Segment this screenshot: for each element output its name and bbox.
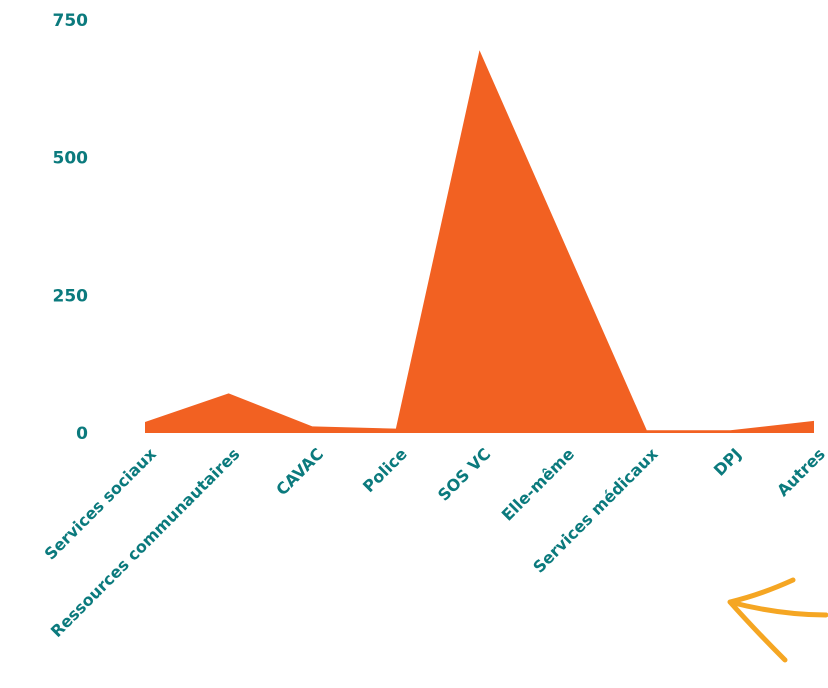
x-tick-label: Ressources communautaires bbox=[47, 444, 244, 641]
x-tick-label: CAVAC bbox=[272, 444, 327, 499]
y-tick-label: 750 bbox=[53, 11, 89, 31]
curved-arrow-icon bbox=[727, 577, 828, 663]
decoration bbox=[727, 577, 828, 663]
plot-area bbox=[144, 50, 815, 433]
y-tick-label: 250 bbox=[53, 286, 89, 306]
x-tick-label: DPJ bbox=[710, 444, 745, 479]
y-tick-label: 0 bbox=[76, 424, 88, 444]
x-tick-label: SOS VC bbox=[434, 444, 494, 504]
y-axis-ticks: 0 250 500 750 bbox=[53, 11, 89, 444]
x-tick-label: Autres bbox=[773, 444, 828, 500]
x-tick-label: Elle-même bbox=[498, 444, 578, 524]
x-tick-label: Police bbox=[359, 444, 411, 496]
y-tick-label: 500 bbox=[53, 149, 89, 169]
area-series bbox=[145, 50, 814, 433]
